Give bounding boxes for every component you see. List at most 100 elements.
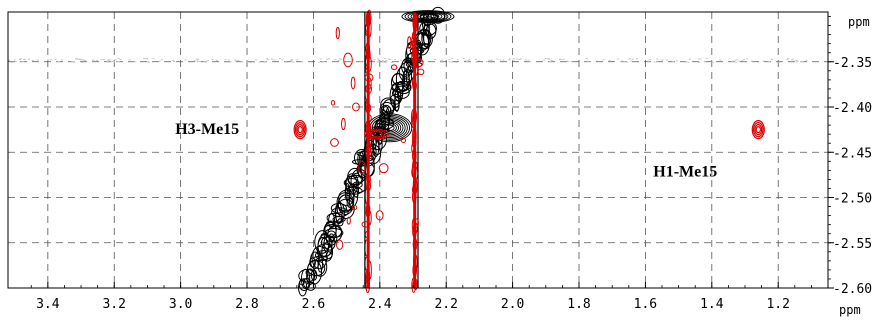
- contour-ring: [373, 117, 406, 139]
- red-fragment: [330, 99, 336, 106]
- noise-dot: [542, 59, 545, 61]
- contour-ellipse: [337, 218, 344, 227]
- noise-dot: [351, 58, 354, 60]
- noise-dot: [319, 58, 322, 60]
- noise-dot: [224, 58, 227, 60]
- noise-dot: [71, 61, 74, 63]
- y-tick-label: -2.35: [833, 56, 872, 71]
- noise-dot: [266, 59, 269, 61]
- red-streak-contour: [367, 114, 372, 122]
- noise-dot: [146, 58, 149, 60]
- red-fragment: [414, 58, 424, 67]
- red-fragment: [417, 68, 425, 76]
- noise-dot: [252, 61, 255, 63]
- red-streak-contour: [411, 277, 416, 293]
- red-fragment: [361, 221, 371, 228]
- red-fragment: [330, 138, 339, 147]
- noise-dot: [110, 61, 113, 63]
- noise-dot: [703, 61, 706, 63]
- x-tick-label: 2.8: [235, 297, 258, 312]
- red-streak-contour: [366, 9, 372, 25]
- noise-dot: [203, 61, 206, 63]
- noise-dot: [586, 60, 589, 62]
- noise-dot: [734, 59, 737, 61]
- contour-ring: [378, 120, 402, 136]
- noise-dot: [735, 61, 738, 63]
- noise-dot: [317, 61, 320, 63]
- contour-ring: [384, 124, 395, 132]
- noise-dot: [434, 58, 437, 60]
- noise-dot: [547, 58, 550, 60]
- noise-dot: [383, 61, 386, 63]
- noise-dot: [805, 60, 808, 62]
- noise-dot: [466, 61, 469, 63]
- noise-dot: [19, 58, 22, 60]
- noise-dot: [237, 59, 240, 61]
- red-streak-contour: [411, 190, 417, 204]
- red-streak-contour: [365, 203, 371, 214]
- red-streak-contour: [365, 268, 371, 284]
- y-tick-label: -2.60: [833, 282, 872, 297]
- noise-dot: [54, 59, 57, 61]
- red-streak-contour: [365, 174, 370, 191]
- annotations: H3-Me15 H1-Me15: [175, 121, 717, 181]
- noise-dot: [448, 59, 451, 61]
- noise-dot: [340, 58, 343, 60]
- noise-dot: [490, 61, 493, 63]
- black-streak: [417, 12, 419, 288]
- noise-dot: [527, 59, 530, 61]
- noise-dot: [389, 59, 392, 61]
- noise-dot: [585, 58, 588, 60]
- red-fragment: [351, 205, 358, 211]
- x-tick-label: 3.0: [169, 297, 192, 312]
- noise-dot: [519, 58, 522, 60]
- noise-dot: [688, 58, 691, 60]
- red-fragment: [407, 36, 412, 49]
- noise-dot: [558, 59, 561, 61]
- x-tick-label: 3.2: [102, 297, 125, 312]
- red-fragment: [350, 76, 356, 90]
- noise-dot: [456, 59, 459, 61]
- noise-dot: [226, 61, 229, 63]
- noise-dot: [623, 61, 626, 63]
- noise-dot: [635, 58, 638, 60]
- noise-dot: [338, 58, 341, 60]
- noise-dot: [204, 60, 207, 62]
- noise-dot: [491, 59, 494, 61]
- noise-dot: [172, 60, 175, 62]
- noise-dot: [464, 60, 467, 62]
- noise-dot: [359, 60, 362, 62]
- cross-peak-h1-me15: [752, 122, 764, 138]
- noise-dot: [630, 60, 633, 62]
- red-contour-ring: [364, 128, 390, 140]
- contour-ellipse: [395, 80, 412, 95]
- noise-dot: [290, 59, 293, 61]
- noise-dot: [28, 58, 31, 60]
- noise-dot: [205, 61, 208, 63]
- contour-ring: [401, 10, 455, 23]
- contour-ellipse: [315, 250, 333, 261]
- noise-dot: [499, 59, 502, 61]
- red-fragment: [365, 83, 373, 94]
- noise-dot: [106, 61, 109, 63]
- cross-peak-h1-me15: [751, 120, 765, 140]
- noise-dot: [512, 59, 515, 61]
- noise-dot: [92, 59, 95, 61]
- noise-dot: [795, 61, 798, 63]
- noise-dot: [119, 58, 122, 60]
- plot-frame: [7, 11, 829, 289]
- noise-dot: [661, 59, 664, 61]
- noise-dot: [36, 59, 39, 61]
- noise-dot: [241, 61, 244, 63]
- red-streak-contour: [412, 53, 418, 68]
- noise-dot: [474, 58, 477, 60]
- noise-dot: [81, 59, 84, 61]
- noise-dot: [620, 60, 623, 62]
- red-streak-contour: [411, 135, 417, 148]
- red-streak-contour: [367, 77, 372, 90]
- noise-dot: [648, 59, 651, 61]
- contour-signals: [298, 6, 455, 297]
- x-axis-unit: ppm: [839, 303, 861, 317]
- y-axis-ticks: -2.35 -2.40 -2.45 -2.50 -2.55 -2.60: [828, 16, 872, 297]
- noise-dot: [326, 58, 329, 60]
